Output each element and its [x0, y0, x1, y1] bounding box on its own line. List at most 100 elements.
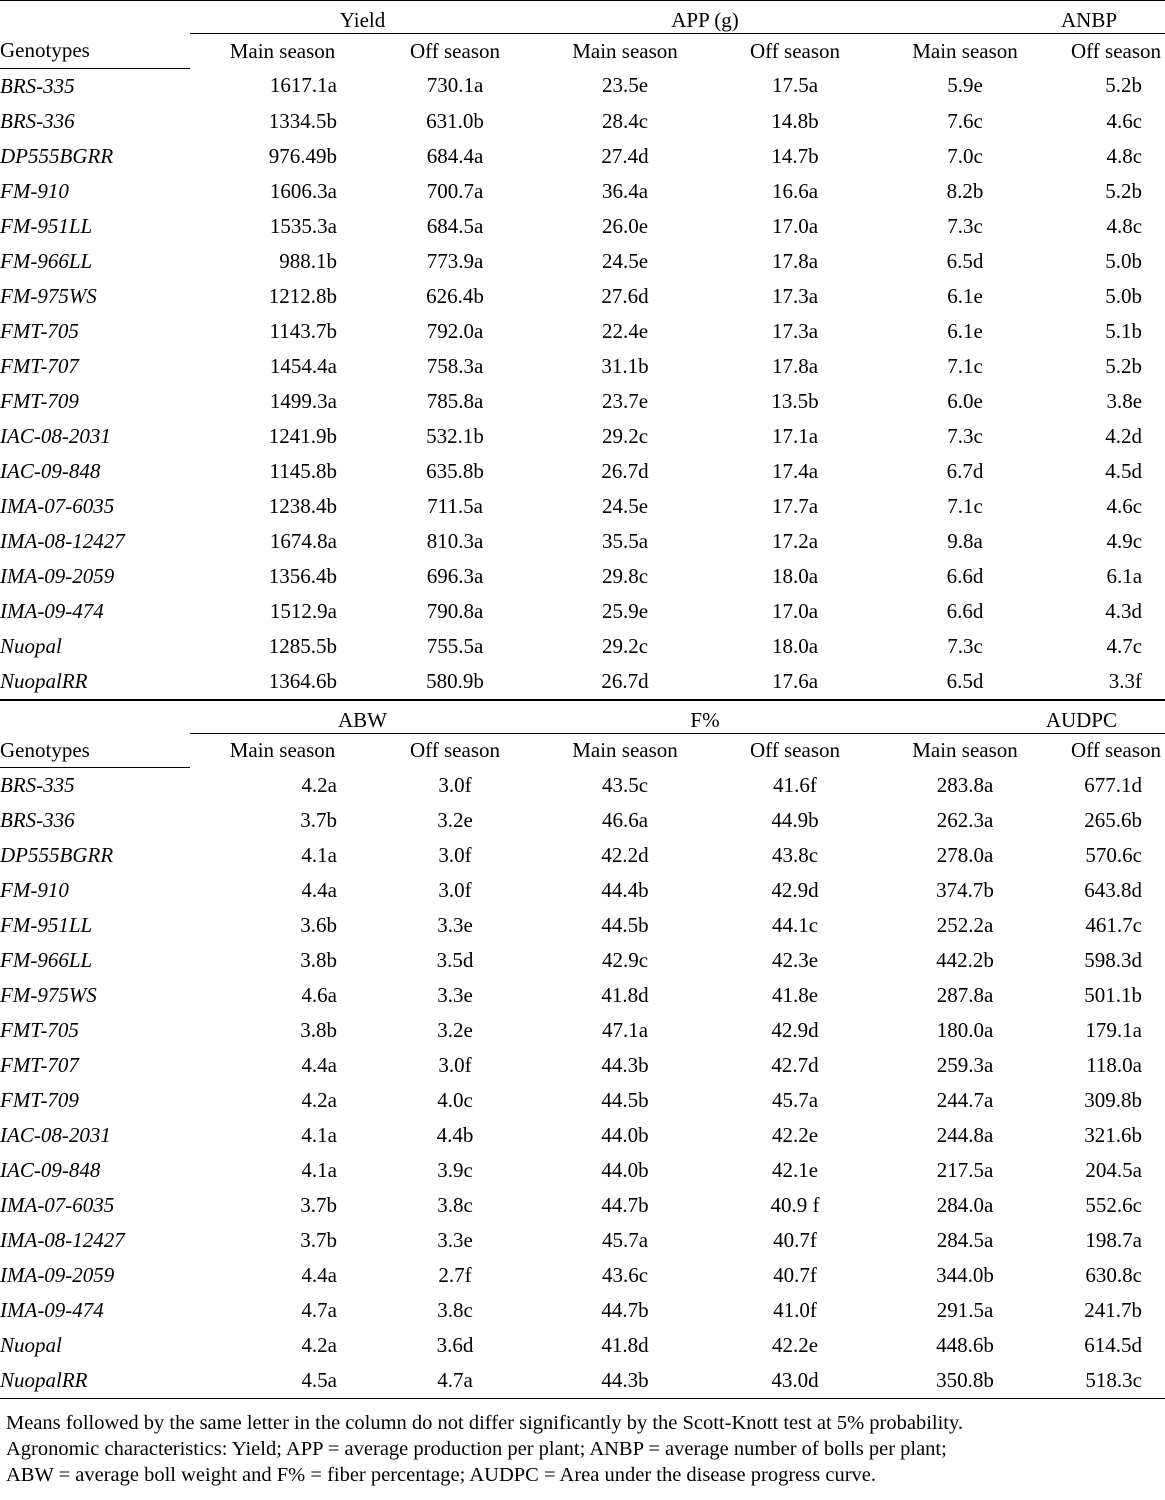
table-row: FMT-707 1454.4a 758.3a 31.1b 17.8a 7.1c 5.2b	[0, 349, 1165, 384]
value-cell: 5.2b	[1105, 178, 1143, 203]
value-cell: 4.2d	[1105, 423, 1143, 448]
value-cell: 1285.5b	[268, 633, 337, 658]
value-cell: 3.0f	[438, 1053, 472, 1077]
group-header-row: Yield APP (g) ANBP	[0, 0, 1165, 34]
value-cell: 988.1b	[279, 248, 337, 273]
genotype-cell: FMT-709	[0, 1088, 79, 1112]
value-cell: 43.0d	[715, 1363, 875, 1399]
value-cell: 630.8c	[1085, 1263, 1142, 1287]
value-cell: 27.6d	[601, 283, 649, 308]
value-cell: 23.5e	[601, 73, 649, 98]
value-cell: 26.7d	[535, 663, 715, 700]
value-cell: 3.8b	[300, 1018, 337, 1042]
value-cell: 24.5e	[601, 248, 649, 273]
value-cell: 44.3b	[535, 1363, 715, 1399]
value-cell: 43.8c	[771, 843, 819, 867]
value-cell: 22.4e	[601, 318, 649, 343]
footnote-line-2: Agronomic characteristics: Yield; APP = …	[6, 1438, 947, 1460]
value-cell: 3.2e	[437, 808, 473, 832]
table-row: DP555BGRR 976.49b 684.4a 27.4d 14.7b 7.0c 4.8c	[0, 139, 1165, 174]
value-cell: 810.3a	[426, 528, 484, 553]
value-cell: 252.2a	[936, 913, 994, 937]
genotype-cell: FM-951LL	[0, 213, 93, 238]
season-header: Off season	[375, 732, 535, 768]
value-cell: 44.0b	[601, 1123, 649, 1147]
value-cell: 4.9c	[1106, 528, 1143, 553]
value-cell: 28.4c	[601, 108, 649, 133]
value-cell: 16.6a	[771, 178, 819, 203]
value-cell: 4.5d	[1105, 458, 1143, 483]
value-cell: 3.7b	[300, 1193, 337, 1217]
value-cell: 3.0f	[438, 878, 472, 902]
value-cell: 4.5a	[190, 1363, 375, 1399]
value-cell: 1512.9a	[269, 598, 337, 623]
value-cell: 3.7b	[300, 808, 337, 832]
value-cell: 4.7c	[1106, 633, 1143, 658]
value-cell: 4.1a	[301, 1158, 337, 1182]
value-cell: 3.6d	[436, 1333, 474, 1357]
value-cell: 41.8d	[601, 983, 649, 1007]
value-cell: 45.7a	[771, 1088, 819, 1112]
value-cell: 31.1b	[601, 353, 649, 378]
value-cell: 1674.8a	[269, 528, 337, 553]
value-cell: 244.8a	[936, 1123, 994, 1147]
value-cell: 4.2a	[301, 1333, 337, 1357]
genotype-cell: DP555BGRR	[0, 843, 114, 867]
value-cell: 17.4a	[771, 458, 819, 483]
genotype-cell: IAC-08-2031	[0, 423, 111, 448]
value-cell: 26.7d	[601, 458, 649, 483]
value-cell: 217.5a	[936, 1158, 994, 1182]
group-header: Yield	[190, 0, 535, 34]
value-cell: 552.6c	[1085, 1193, 1142, 1217]
value-cell: 448.6b	[936, 1333, 994, 1357]
value-cell: 1145.8b	[269, 458, 337, 483]
value-cell: 284.0a	[936, 1193, 994, 1217]
value-cell: 3.8c	[437, 1193, 473, 1217]
group-header: ABW	[190, 699, 535, 733]
table-row: BRS-336 1334.5b 631.0b 28.4c 14.8b 7.6c 4.6c	[0, 104, 1165, 139]
season-header: Off season	[1055, 33, 1165, 68]
genotype-cell: IMA-08-12427	[0, 528, 125, 553]
value-cell: 1364.6b	[190, 663, 375, 700]
season-header: Main season	[535, 33, 715, 68]
genotype-cell: DP555BGRR	[0, 143, 114, 168]
table-row: IMA-09-2059 4.4a 2.7f 43.6c 40.7f 344.0b 630.8…	[0, 1258, 1165, 1293]
value-cell: 41.0f	[773, 1298, 817, 1322]
value-cell: 6.1e	[947, 318, 983, 343]
genotype-cell: IMA-09-474	[0, 598, 104, 623]
season-header: Main season	[190, 732, 375, 768]
value-cell: 284.5a	[936, 1228, 994, 1252]
genotypes-header: Genotypes	[0, 733, 190, 768]
value-cell: 643.8d	[1084, 878, 1142, 902]
value-cell: 700.7a	[426, 178, 484, 203]
group-header: AUDPC	[875, 699, 1165, 733]
value-cell: 3.3f	[1055, 663, 1165, 700]
value-cell: 27.4d	[601, 143, 649, 168]
genotype-cell: IAC-08-2031	[0, 1123, 111, 1147]
genotype-cell: IMA-07-6035	[0, 493, 115, 518]
value-cell: 42.2d	[601, 843, 649, 867]
value-cell: 461.7c	[1085, 913, 1142, 937]
value-cell: 1606.3a	[269, 178, 337, 203]
value-cell: 3.8e	[1106, 388, 1143, 413]
genotype-cell: BRS-336	[0, 808, 75, 832]
value-cell: 3.2e	[437, 1018, 473, 1042]
value-cell: 244.7a	[936, 1088, 994, 1112]
value-cell: 4.4a	[301, 878, 337, 902]
genotype-cell: FM-975WS	[0, 983, 97, 1007]
value-cell: 3.7b	[300, 1228, 337, 1252]
value-cell: 17.3a	[771, 283, 819, 308]
value-cell: 40.7f	[773, 1263, 817, 1287]
value-cell: 790.8a	[426, 598, 484, 623]
genotype-cell: IMA-08-12427	[0, 1228, 125, 1252]
genotype-cell: FMT-709	[0, 388, 79, 413]
value-cell: 532.1b	[426, 423, 484, 448]
genotype-cell: IMA-09-2059	[0, 563, 115, 588]
value-cell: 3.6b	[300, 913, 337, 937]
value-cell: 4.2a	[301, 772, 337, 797]
value-cell: 2.7f	[438, 1263, 472, 1287]
value-cell: 5.1b	[1105, 318, 1143, 343]
value-cell: 44.7b	[601, 1298, 649, 1322]
value-cell: 204.5a	[1085, 1158, 1142, 1182]
group-header: APP (g)	[535, 0, 876, 34]
